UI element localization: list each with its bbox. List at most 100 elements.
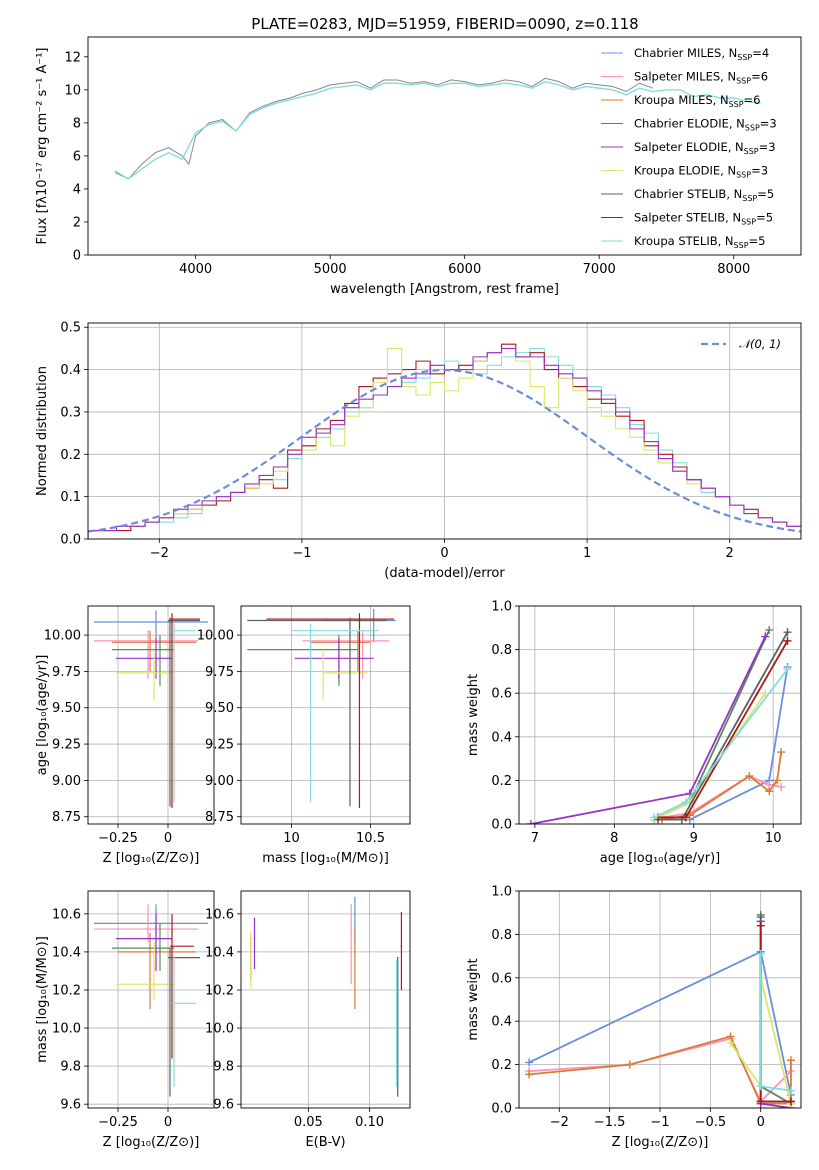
x-tick-label: 4000: [179, 262, 212, 277]
y-tick-label: 10.4: [52, 945, 81, 960]
axes-frame: [87, 605, 215, 825]
y-tick-label: 0: [73, 249, 81, 264]
y-tick-label: 9.50: [205, 701, 234, 716]
data-point: [338, 657, 340, 660]
data-marker: [765, 625, 774, 634]
x-tick-label: −1: [292, 546, 311, 561]
data-marker: [783, 636, 792, 645]
data-marker: [756, 1097, 765, 1106]
data-point: [309, 629, 312, 632]
legend-entry: Salpeter MILES, NSSP=6: [634, 70, 768, 86]
y-tick-label: 8.75: [52, 810, 81, 825]
y-tick-label: 9.6: [60, 1098, 81, 1113]
axes-frame: [87, 890, 215, 1109]
data-point: [173, 1002, 175, 1005]
plot-age-vs-Z: −0.25 0 8.75 9.00 9.25 9.50 9.75 10.00 Z [log₁₀(…: [35, 605, 215, 866]
y-tick-label: 0.8: [491, 928, 512, 943]
plot-mass-vs-Z: −0.25 0 9.6 9.8 10.0 10.2 10.4 10.6 Z [log₁₀(Z/Z…: [35, 890, 215, 1150]
data-point: [361, 640, 364, 642]
data-marker: [525, 1070, 534, 1079]
x-tick-label: 0.05: [294, 1115, 323, 1130]
data-marker: [650, 813, 659, 822]
data-marker: [783, 665, 792, 674]
data-marker: [681, 798, 690, 807]
y-tick-label: 9.8: [213, 1060, 234, 1075]
x-tick-label: 0: [440, 546, 448, 561]
data-marker: [786, 1086, 795, 1095]
histogram-Salpeter ELODIE: [88, 347, 801, 539]
y-tick-label: 9.00: [52, 774, 81, 789]
y-tick-label: 6: [73, 149, 81, 164]
data-point: [153, 983, 155, 986]
y-tick-label: 0.5: [60, 321, 81, 336]
y-tick-label: 2: [73, 215, 81, 230]
data-marker: [786, 1056, 795, 1065]
plot-area: [526, 625, 792, 824]
x-tick-label: −0.25: [98, 1115, 138, 1130]
x-tick-label: −0.25: [98, 831, 138, 846]
data-point: [395, 1002, 398, 1005]
data-point: [159, 947, 161, 949]
y-tick-label: 4: [73, 182, 81, 197]
y-axis-label: mass weight: [466, 958, 481, 1040]
y-tick-label: 10.6: [52, 907, 81, 922]
data-marker: [765, 787, 774, 796]
y-tick-label: 10.2: [205, 983, 234, 998]
data-marker: [761, 689, 770, 698]
x-tick-label: 7: [531, 831, 539, 846]
y-tick-label: 0.0: [491, 1102, 512, 1117]
series-line-data: [114, 77, 654, 180]
y-axis-label: mass weight: [466, 674, 481, 756]
axes-frame: [87, 322, 802, 540]
x-axis-label: age [log₁₀(age/yr)]: [600, 851, 721, 866]
data-marker: [525, 1058, 534, 1067]
y-tick-label: 0.4: [491, 730, 512, 745]
x-tick-label: −1: [650, 1115, 669, 1130]
series-line-Kroupa MILES: [528, 1035, 792, 1105]
y-tick-label: 9.6: [213, 1098, 234, 1113]
y-tick-label: 8: [73, 116, 81, 131]
x-tick-label: −0.5: [695, 1115, 727, 1130]
axes-frame: [240, 605, 411, 825]
data-marker: [786, 1097, 795, 1106]
y-axis-label: mass [log₁₀(M/M⊙)]: [35, 936, 50, 1063]
data-point: [350, 928, 353, 930]
legend-entry: 𝒩(0, 1): [739, 337, 781, 351]
y-tick-label: 0.6: [491, 971, 512, 986]
x-tick-label: 1: [583, 546, 591, 561]
y-tick-label: 10.0: [205, 1022, 234, 1037]
x-axis-label: Z [log₁₀(Z/Z⊙)]: [612, 1135, 709, 1150]
y-tick-label: 10.0: [52, 1022, 81, 1037]
data-point: [358, 618, 361, 620]
plot-area: [94, 904, 208, 1097]
x-tick-label: 6000: [448, 262, 481, 277]
plot-weight-vs-Z: −2 −1.5 −1 −0.5 0 0.0 0.2 0.4 0.6 0.8 1.0 Z [log₁₀(…: [466, 885, 802, 1150]
y-tick-label: 10.4: [205, 945, 234, 960]
y-tick-label: 0.3: [60, 405, 81, 420]
x-tick-label: 0: [757, 1115, 765, 1130]
x-tick-label: −2: [550, 1115, 569, 1130]
y-tick-label: 1.0: [491, 885, 512, 900]
data-marker: [777, 748, 786, 757]
plot-area: [525, 910, 795, 1108]
y-tick-label: 0.4: [491, 1015, 512, 1030]
y-tick-label: 10.00: [197, 629, 234, 644]
y-tick-label: 0.1: [60, 490, 81, 505]
series-line-models: [114, 80, 761, 180]
data-marker: [756, 913, 765, 922]
plot-area: [94, 610, 208, 809]
legend-entry: Salpeter ELODIE, NSSP=3: [634, 140, 776, 156]
data-point: [354, 922, 356, 925]
x-axis-label: mass [log₁₀(M/M⊙)]: [262, 851, 389, 866]
plot-area: [88, 343, 801, 539]
x-tick-label: 5000: [314, 262, 347, 277]
data-point: [147, 928, 149, 930]
data-point: [171, 945, 173, 948]
y-tick-label: 1.0: [491, 600, 512, 615]
x-tick-label: 9: [690, 831, 698, 846]
data-marker: [526, 820, 535, 824]
y-tick-label: 12: [64, 50, 81, 65]
figure-title: PLATE=0283, MJD=51959, FIBERID=0090, z=0…: [251, 15, 638, 33]
data-point: [349, 619, 351, 622]
plot-area: [249, 896, 403, 1097]
